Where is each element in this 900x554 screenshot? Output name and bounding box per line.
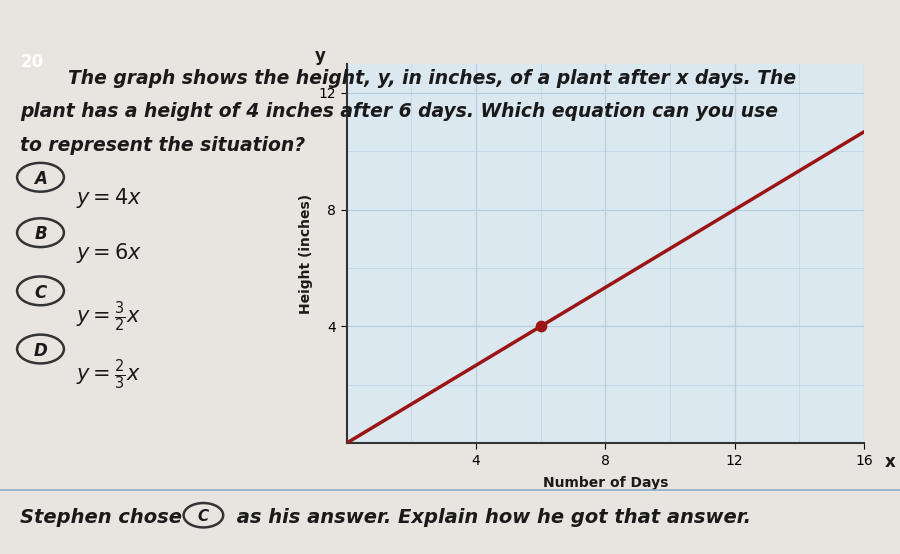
Text: $y = \frac{2}{3}x$: $y = \frac{2}{3}x$: [76, 357, 141, 392]
Text: $y = 6x$: $y = 6x$: [76, 241, 143, 265]
Text: C: C: [34, 284, 47, 301]
Text: The graph shows the height, y, in inches, of a plant after x days. The: The graph shows the height, y, in inches…: [68, 69, 796, 88]
Text: Stephen chose: Stephen chose: [20, 509, 189, 527]
Text: C: C: [198, 509, 209, 525]
Text: to represent the situation?: to represent the situation?: [20, 136, 305, 155]
Text: x: x: [885, 453, 895, 470]
Text: as his answer. Explain how he got that answer.: as his answer. Explain how he got that a…: [230, 509, 751, 527]
Y-axis label: Height (inches): Height (inches): [299, 193, 313, 314]
Text: A: A: [34, 170, 47, 188]
Text: 20: 20: [21, 53, 44, 71]
Text: y: y: [315, 47, 326, 65]
Text: plant has a height of 4 inches after 6 days. Which equation can you use: plant has a height of 4 inches after 6 d…: [20, 102, 778, 121]
Text: D: D: [33, 342, 48, 360]
X-axis label: Number of Days: Number of Days: [543, 476, 668, 490]
Text: B: B: [34, 225, 47, 243]
Text: $y = \frac{3}{2}x$: $y = \frac{3}{2}x$: [76, 299, 141, 334]
Text: $y = 4x$: $y = 4x$: [76, 186, 143, 209]
Point: [534, 322, 548, 331]
